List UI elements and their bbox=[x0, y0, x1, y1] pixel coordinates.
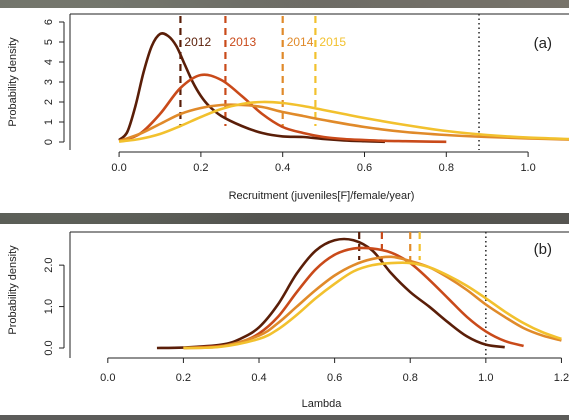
x-tick-label: 0.2 bbox=[176, 372, 191, 384]
chart-b-svg: 0.0 1.0 2.0 0.0 0.2 0.4 0.6 0.8 1.0 1.2 Lambda Prob… bbox=[7, 231, 569, 410]
x-tick-label: 0.0 bbox=[111, 162, 126, 174]
y-axis-title: Probability density bbox=[7, 245, 19, 335]
x-axis-b: 0.0 0.2 0.4 0.6 0.8 1.0 1.2 bbox=[100, 357, 569, 384]
series-line-2013 bbox=[118, 73, 447, 144]
x-axis-title: Recruitment (juveniles[F]/female/year) bbox=[229, 190, 415, 202]
y-tick-label: 4 bbox=[43, 59, 55, 65]
panel-label-a: (a) bbox=[534, 35, 552, 52]
x-tick-label: 0.4 bbox=[275, 162, 290, 174]
y-axis-title: Probability density bbox=[7, 37, 19, 127]
y-axis-b: 0.0 1.0 2.0 bbox=[43, 257, 65, 356]
y-tick-label: 2 bbox=[43, 99, 55, 105]
chart-panel-b: 0.0 1.0 2.0 0.0 0.2 0.4 0.6 0.8 1.0 1.2 Lambda Prob… bbox=[0, 224, 569, 415]
y-tick-label: 3 bbox=[43, 79, 55, 85]
y-tick-label: 0.0 bbox=[43, 340, 55, 355]
chart-panel-a: 0 1 2 3 4 5 6 0.0 0.2 0.4 0.6 0.8 1.0 Recruitment (ju… bbox=[0, 8, 569, 213]
series-line-2012 bbox=[118, 32, 385, 144]
series-group-a bbox=[118, 32, 569, 144]
x-tick-label: 0.8 bbox=[403, 372, 418, 384]
x-tick-label: 0.0 bbox=[100, 372, 115, 384]
x-tick-label: 0.4 bbox=[251, 372, 266, 384]
x-axis-title: Lambda bbox=[302, 398, 343, 410]
x-tick-label: 0.6 bbox=[327, 372, 342, 384]
y-tick-label: 5 bbox=[43, 39, 55, 45]
y-tick-label: 2.0 bbox=[43, 257, 55, 272]
series-group-b bbox=[156, 237, 562, 350]
series-label-2015: 2015 bbox=[319, 35, 346, 49]
series-line-2013 bbox=[183, 246, 524, 350]
y-tick-label: 1.0 bbox=[43, 299, 55, 314]
x-tick-label: 0.6 bbox=[357, 162, 372, 174]
series-line-2012 bbox=[156, 237, 505, 350]
series-label-2012: 2012 bbox=[184, 35, 211, 49]
series-line-2015 bbox=[118, 100, 569, 143]
series-line-2015 bbox=[183, 261, 562, 350]
plot-frame-a bbox=[69, 13, 569, 150]
y-axis-a: 0 1 2 3 4 5 6 bbox=[43, 19, 65, 145]
y-tick-label: 6 bbox=[43, 19, 55, 25]
x-tick-label: 1.2 bbox=[554, 372, 569, 384]
x-tick-label: 1.0 bbox=[520, 162, 535, 174]
chart-a-svg: 0 1 2 3 4 5 6 0.0 0.2 0.4 0.6 0.8 1.0 Recruitment (ju… bbox=[7, 13, 569, 202]
x-tick-label: 0.8 bbox=[439, 162, 454, 174]
y-tick-label: 1 bbox=[43, 119, 55, 125]
x-tick-label: 0.2 bbox=[193, 162, 208, 174]
x-tick-label: 1.0 bbox=[478, 372, 493, 384]
series-label-2013: 2013 bbox=[229, 35, 256, 49]
series-label-2014: 2014 bbox=[287, 35, 314, 49]
y-tick-label: 0 bbox=[43, 139, 55, 145]
series-line-2014 bbox=[183, 255, 562, 350]
series-line-2014 bbox=[118, 103, 569, 143]
x-axis-a: 0.0 0.2 0.4 0.6 0.8 1.0 bbox=[111, 151, 536, 174]
panel-label-b: (b) bbox=[534, 241, 552, 258]
